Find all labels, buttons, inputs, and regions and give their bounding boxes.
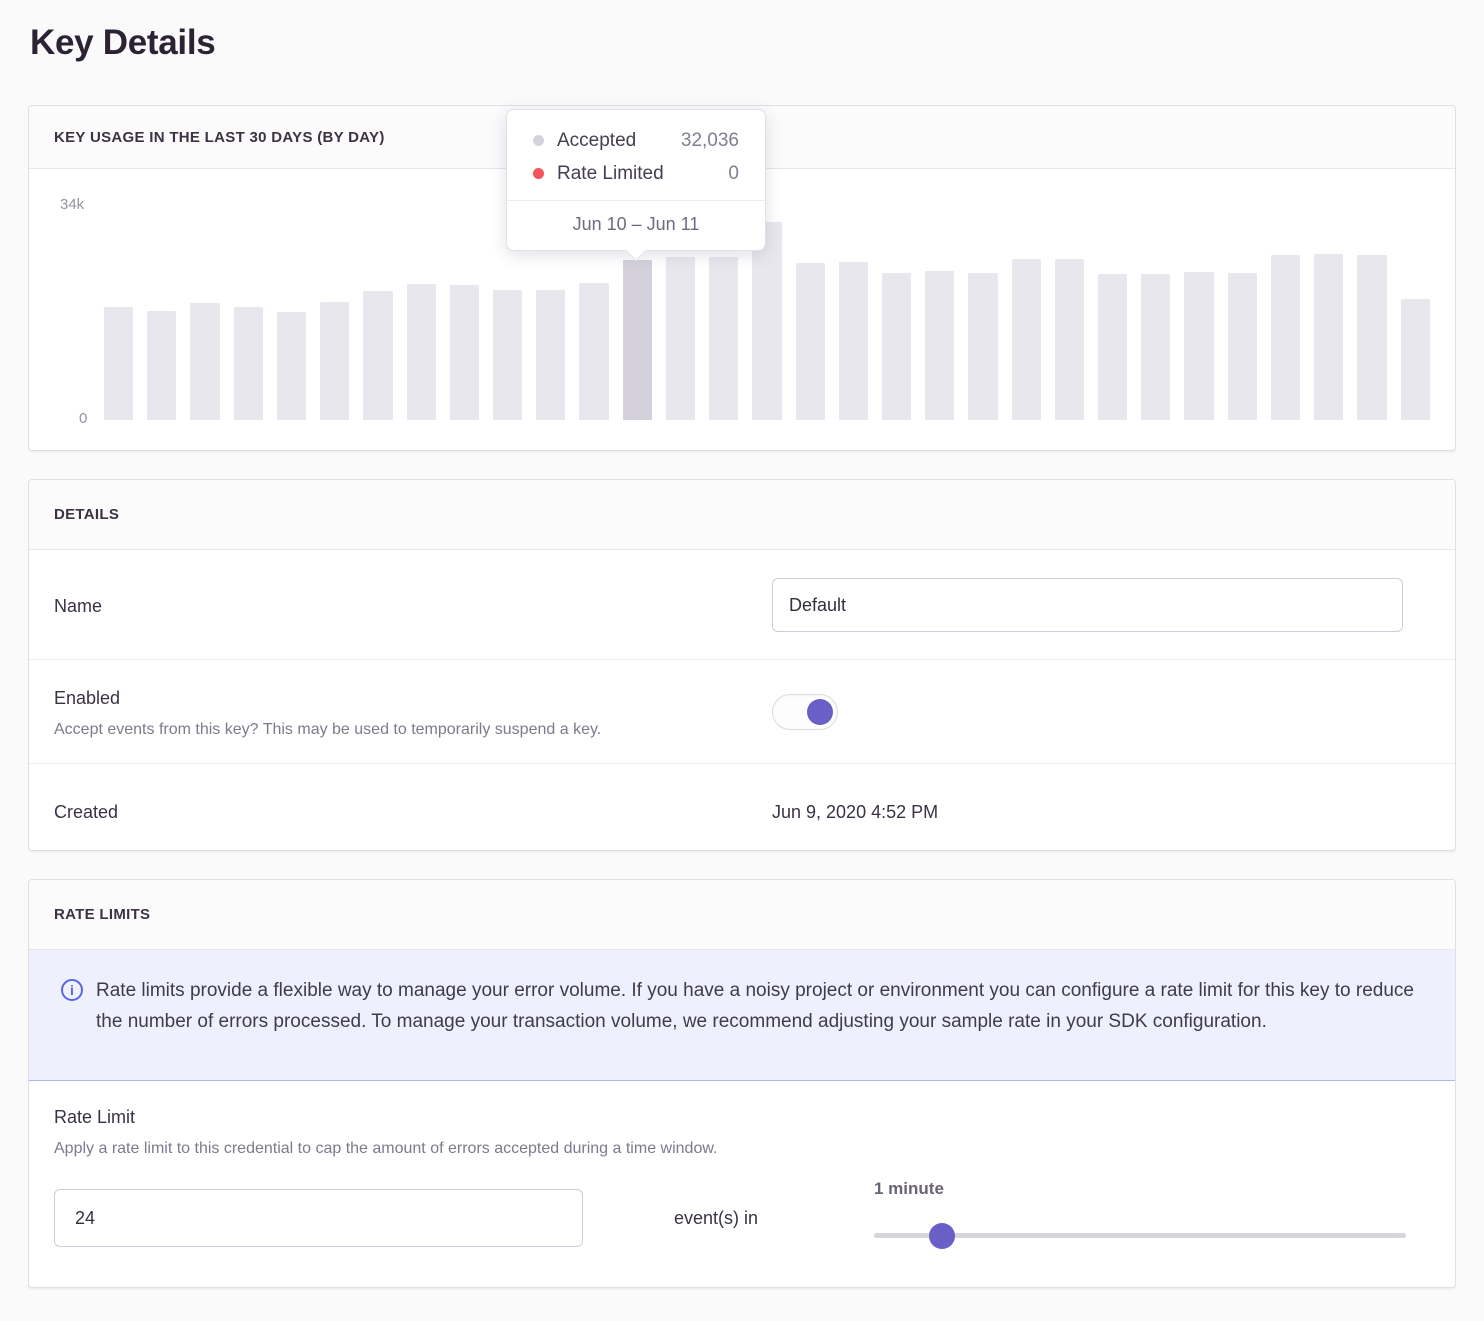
enabled-help-text: Accept events from this key? This may be… [54,721,602,738]
chart-bar[interactable] [881,273,912,420]
chart-bar[interactable] [233,306,263,420]
tooltip-accepted-value: 32,036 [680,129,739,151]
rate-limited-dot-icon [533,168,544,179]
name-input[interactable] [772,578,1403,632]
chart-bar[interactable] [492,289,523,420]
rate-limits-panel: RATE LIMITS i Rate limits provide a flex… [28,879,1456,1288]
chart-bar[interactable] [1098,273,1128,420]
name-row: Name [29,550,1455,660]
rate-limits-alert-text: Rate limits provide a flexible way to ma… [96,980,1414,1032]
chart-bar[interactable] [104,306,134,420]
created-value: Jun 9, 2020 4:52 PM [772,802,939,822]
toggle-knob-icon [807,699,833,725]
tooltip-date-range: Jun 10 – Jun 11 [507,200,765,250]
key-usage-panel: KEY USAGE IN THE LAST 30 DAYS (BY DAY) 3… [28,105,1456,451]
chart-bar[interactable] [276,311,307,420]
slider-track[interactable] [874,1222,1406,1249]
usage-bar-chart: 34k 0 [29,169,1455,450]
chart-bar[interactable] [709,256,739,420]
chart-bar[interactable] [536,289,566,420]
chart-bar[interactable] [320,301,350,420]
chart-bar[interactable] [1357,254,1387,420]
details-panel-title: DETAILS [54,506,120,523]
chart-bar[interactable] [406,284,436,420]
chart-bar[interactable] [1314,253,1344,420]
enabled-toggle[interactable] [772,694,838,730]
slider-window-label: 1 minute [874,1179,944,1198]
chart-tooltip: Accepted 32,036 Rate Limited 0 Jun 10 – … [506,109,766,251]
chart-bar[interactable] [838,261,868,420]
chart-bar[interactable] [449,284,479,420]
name-label: Name [54,596,103,616]
tooltip-rate-limited-value: 0 [728,162,739,184]
rate-limit-window-slider: 1 minute [874,1179,1406,1249]
rate-limit-help-text: Apply a rate limit to this credential to… [54,1140,718,1157]
created-label: Created [54,802,119,822]
chart-bar[interactable] [1270,254,1301,420]
tooltip-accepted-label: Accepted [557,129,637,151]
y-axis-max-label: 34k [60,196,85,213]
rate-limit-count-input[interactable] [54,1189,583,1247]
chart-bar[interactable] [925,270,955,420]
chart-bar[interactable] [1054,258,1085,420]
rate-limits-panel-header: RATE LIMITS [29,880,1455,950]
chart-bar[interactable] [1011,258,1041,420]
accepted-dot-icon [533,135,544,146]
chart-bar[interactable] [1400,299,1430,420]
chart-bar[interactable] [1184,272,1214,420]
bar-plot [104,205,1430,420]
chart-bar[interactable] [665,256,696,420]
details-panel-header: DETAILS [29,480,1455,550]
key-usage-panel-title: KEY USAGE IN THE LAST 30 DAYS (BY DAY) [54,128,385,146]
tooltip-row-rate-limited: Rate Limited 0 [533,157,739,190]
chart-bar[interactable] [147,311,177,420]
page-title: Key Details [30,23,216,62]
rate-limit-label: Rate Limit [54,1107,136,1127]
tooltip-row-accepted: Accepted 32,036 [533,124,739,157]
chart-bar[interactable] [1227,273,1257,420]
rate-limits-info-alert: i Rate limits provide a flexible way to … [29,950,1455,1081]
chart-bar[interactable] [1141,273,1171,420]
rate-limit-row: Rate Limit Apply a rate limit to this cr… [29,1081,1455,1287]
slider-knob[interactable] [929,1222,956,1249]
chart-bar[interactable] [622,260,652,420]
events-in-text: event(s) in [674,1208,759,1228]
rate-limits-panel-title: RATE LIMITS [54,906,151,923]
chart-bar[interactable] [190,303,220,420]
y-axis-zero-label: 0 [79,410,88,427]
created-row: Created Jun 9, 2020 4:52 PM [29,764,1455,850]
enabled-label: Enabled [54,688,121,708]
chart-bar[interactable] [795,263,825,420]
tooltip-rate-limited-label: Rate Limited [557,162,664,184]
chart-bar[interactable] [968,273,998,420]
details-panel: DETAILS Name Enabled Accept events from … [28,479,1456,851]
enabled-row: Enabled Accept events from this key? Thi… [29,660,1455,764]
chart-bar[interactable] [363,291,393,420]
chart-bar[interactable] [752,222,782,420]
tooltip-series-rows: Accepted 32,036 Rate Limited 0 [507,110,765,200]
chart-bar[interactable] [579,282,609,420]
info-icon: i [61,979,83,1001]
